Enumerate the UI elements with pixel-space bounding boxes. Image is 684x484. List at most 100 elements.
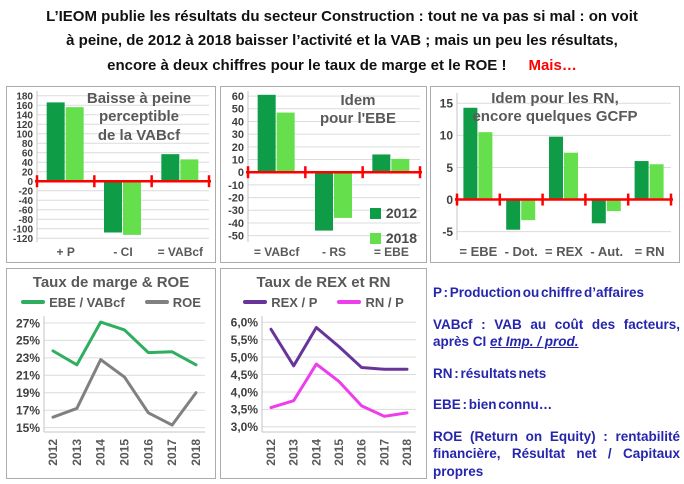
legend-swatch-rn-p xyxy=(337,300,362,304)
svg-text:2018: 2018 xyxy=(400,439,414,466)
legend-entry-rex-p: REX / P xyxy=(243,295,317,310)
legend-entry-2012: 2012 xyxy=(369,205,417,221)
svg-text:15: 15 xyxy=(440,97,454,111)
svg-text:-120: -120 xyxy=(13,234,33,245)
svg-text:-10: -10 xyxy=(228,180,244,192)
svg-text:2017: 2017 xyxy=(165,439,179,466)
svg-text:30: 30 xyxy=(232,129,244,141)
svg-text:= VABcf: = VABcf xyxy=(158,245,204,259)
legend-entry-rn-p: RN / P xyxy=(337,295,404,310)
panel-rn-chart: Idem pour les RN, encore quelques GCFP 1… xyxy=(430,86,680,263)
svg-text:2017: 2017 xyxy=(377,439,391,466)
legend-swatch-2012 xyxy=(369,207,381,219)
svg-text:80: 80 xyxy=(22,139,34,150)
svg-text:19%: 19% xyxy=(16,386,40,400)
svg-text:2012: 2012 xyxy=(46,439,60,466)
glossary-rn: RN : résultats nets xyxy=(433,365,547,381)
svg-text:3,0%: 3,0% xyxy=(231,420,259,434)
svg-text:+ P: + P xyxy=(56,245,74,259)
rex-chart-legend: REX / P RN / P xyxy=(221,293,426,311)
svg-text:15%: 15% xyxy=(16,421,40,435)
svg-text:2018: 2018 xyxy=(189,439,203,466)
svg-text:2014: 2014 xyxy=(94,439,108,466)
svg-text:0: 0 xyxy=(446,193,453,207)
svg-text:-40: -40 xyxy=(19,196,34,207)
svg-text:4,5%: 4,5% xyxy=(231,368,259,382)
svg-text:4,0%: 4,0% xyxy=(231,385,259,399)
svg-text:50: 50 xyxy=(232,104,244,116)
marge-chart-title: Taux de marge & ROE xyxy=(32,274,190,291)
glossary-vabcf: VABcf : VAB au coût des facteurs, après … xyxy=(433,316,680,350)
legend-swatch-ebe-vabcf xyxy=(21,300,46,304)
svg-text:25%: 25% xyxy=(16,334,40,348)
legend-label-roe: ROE xyxy=(172,294,201,310)
svg-text:2016: 2016 xyxy=(141,439,155,466)
svg-text:2015: 2015 xyxy=(332,439,346,466)
svg-text:2014: 2014 xyxy=(309,439,323,466)
glossary-p: P : Production ou chiffre d’affaires xyxy=(433,285,645,300)
slide-title-line3: encore à deux chiffres pour le taux de m… xyxy=(107,56,577,74)
svg-text:100: 100 xyxy=(16,129,33,140)
svg-text:- Dot.: - Dot. xyxy=(505,244,538,259)
slide-title-line2: à peine, de 2012 à 2018 baisser l’activi… xyxy=(66,32,618,50)
svg-text:2013: 2013 xyxy=(70,439,84,466)
legend-entry-2018: 2018 xyxy=(369,230,417,246)
glossary: P : Production ou chiffre d’affaires VAB… xyxy=(433,284,680,480)
svg-text:23%: 23% xyxy=(16,351,40,365)
svg-text:21%: 21% xyxy=(16,369,40,383)
svg-text:180: 180 xyxy=(16,91,33,102)
svg-text:5,0%: 5,0% xyxy=(231,350,259,364)
svg-text:-80: -80 xyxy=(19,215,34,226)
svg-text:= RN: = RN xyxy=(635,244,665,259)
ebe-chart-title: Idem pour l'EBE xyxy=(319,92,397,128)
svg-text:-40: -40 xyxy=(228,218,244,230)
ebe-chart-legend: 2012 2018 xyxy=(369,205,417,246)
svg-text:2013: 2013 xyxy=(287,439,301,466)
svg-text:40: 40 xyxy=(22,158,34,169)
legend-swatch-rex-p xyxy=(243,300,268,304)
svg-text:2016: 2016 xyxy=(355,439,369,466)
vabcf-bar-chart: 180160140120100806040200-20-40-60-80-100… xyxy=(13,91,211,259)
legend-swatch-2018 xyxy=(369,232,381,244)
svg-text:-50: -50 xyxy=(228,231,244,243)
marge-line-chart: 27% 25% 23% 21% 19% 17% 15% 2012 2013 2014 2015 201… xyxy=(16,316,205,466)
panel-rex-chart: Taux de REX et RN REX / P RN / P 6,0% 5,5… xyxy=(220,268,427,479)
svg-text:17%: 17% xyxy=(16,404,40,418)
svg-text:= EBE: = EBE xyxy=(459,244,497,259)
svg-text:-20: -20 xyxy=(228,193,244,205)
marge-chart-legend: EBE / VABcf ROE xyxy=(7,293,215,311)
mais-label: Mais… xyxy=(528,56,577,74)
vabcf-chart-title: Baisse à peine perceptible de la VABcf xyxy=(86,90,192,144)
glossary-roe: ROE (Return on Equity) : rentabilité fin… xyxy=(433,428,680,479)
svg-text:- Aut.: - Aut. xyxy=(590,244,623,259)
slide-title-line1: L’IEOM publie les résultats du secteur C… xyxy=(46,8,638,25)
svg-text:-60: -60 xyxy=(19,205,34,216)
legend-entry-roe: ROE xyxy=(144,294,201,310)
svg-text:2012: 2012 xyxy=(264,439,278,466)
legend-label-rex-p: REX / P xyxy=(271,294,318,310)
legend-swatch-roe xyxy=(144,300,169,304)
legend-label-2018: 2018 xyxy=(385,230,417,246)
panel-ebe-chart: Idem pour l'EBE 60 50 40 30 20 10 0 -10 -20 -30 -4… xyxy=(220,86,427,263)
svg-text:0: 0 xyxy=(27,177,33,188)
legend-label-2012: 2012 xyxy=(385,205,417,221)
svg-text:60: 60 xyxy=(232,91,244,103)
svg-text:40: 40 xyxy=(232,116,244,128)
svg-text:20: 20 xyxy=(232,142,244,154)
rex-chart-title: Taux de REX et RN xyxy=(256,274,391,291)
svg-text:0: 0 xyxy=(238,167,244,179)
svg-text:- CI: - CI xyxy=(113,245,132,259)
svg-text:-5: -5 xyxy=(442,225,453,239)
svg-text:5,5%: 5,5% xyxy=(231,333,259,347)
panel-marge-chart: Taux de marge & ROE EBE / VABcf ROE 27% 2… xyxy=(6,268,216,479)
svg-text:2015: 2015 xyxy=(118,439,132,466)
rn-chart-title: Idem pour les RN, encore quelques GCFP xyxy=(472,90,638,126)
slide-title: L’IEOM publie les résultats du secteur C… xyxy=(0,5,684,78)
svg-text:140: 140 xyxy=(16,110,33,121)
glossary-ebe: EBE : bien connu… xyxy=(433,397,553,413)
svg-text:10: 10 xyxy=(232,154,244,166)
svg-text:6,0%: 6,0% xyxy=(231,316,259,330)
svg-text:- RS: - RS xyxy=(322,245,346,259)
svg-text:= REX: = REX xyxy=(545,244,583,259)
